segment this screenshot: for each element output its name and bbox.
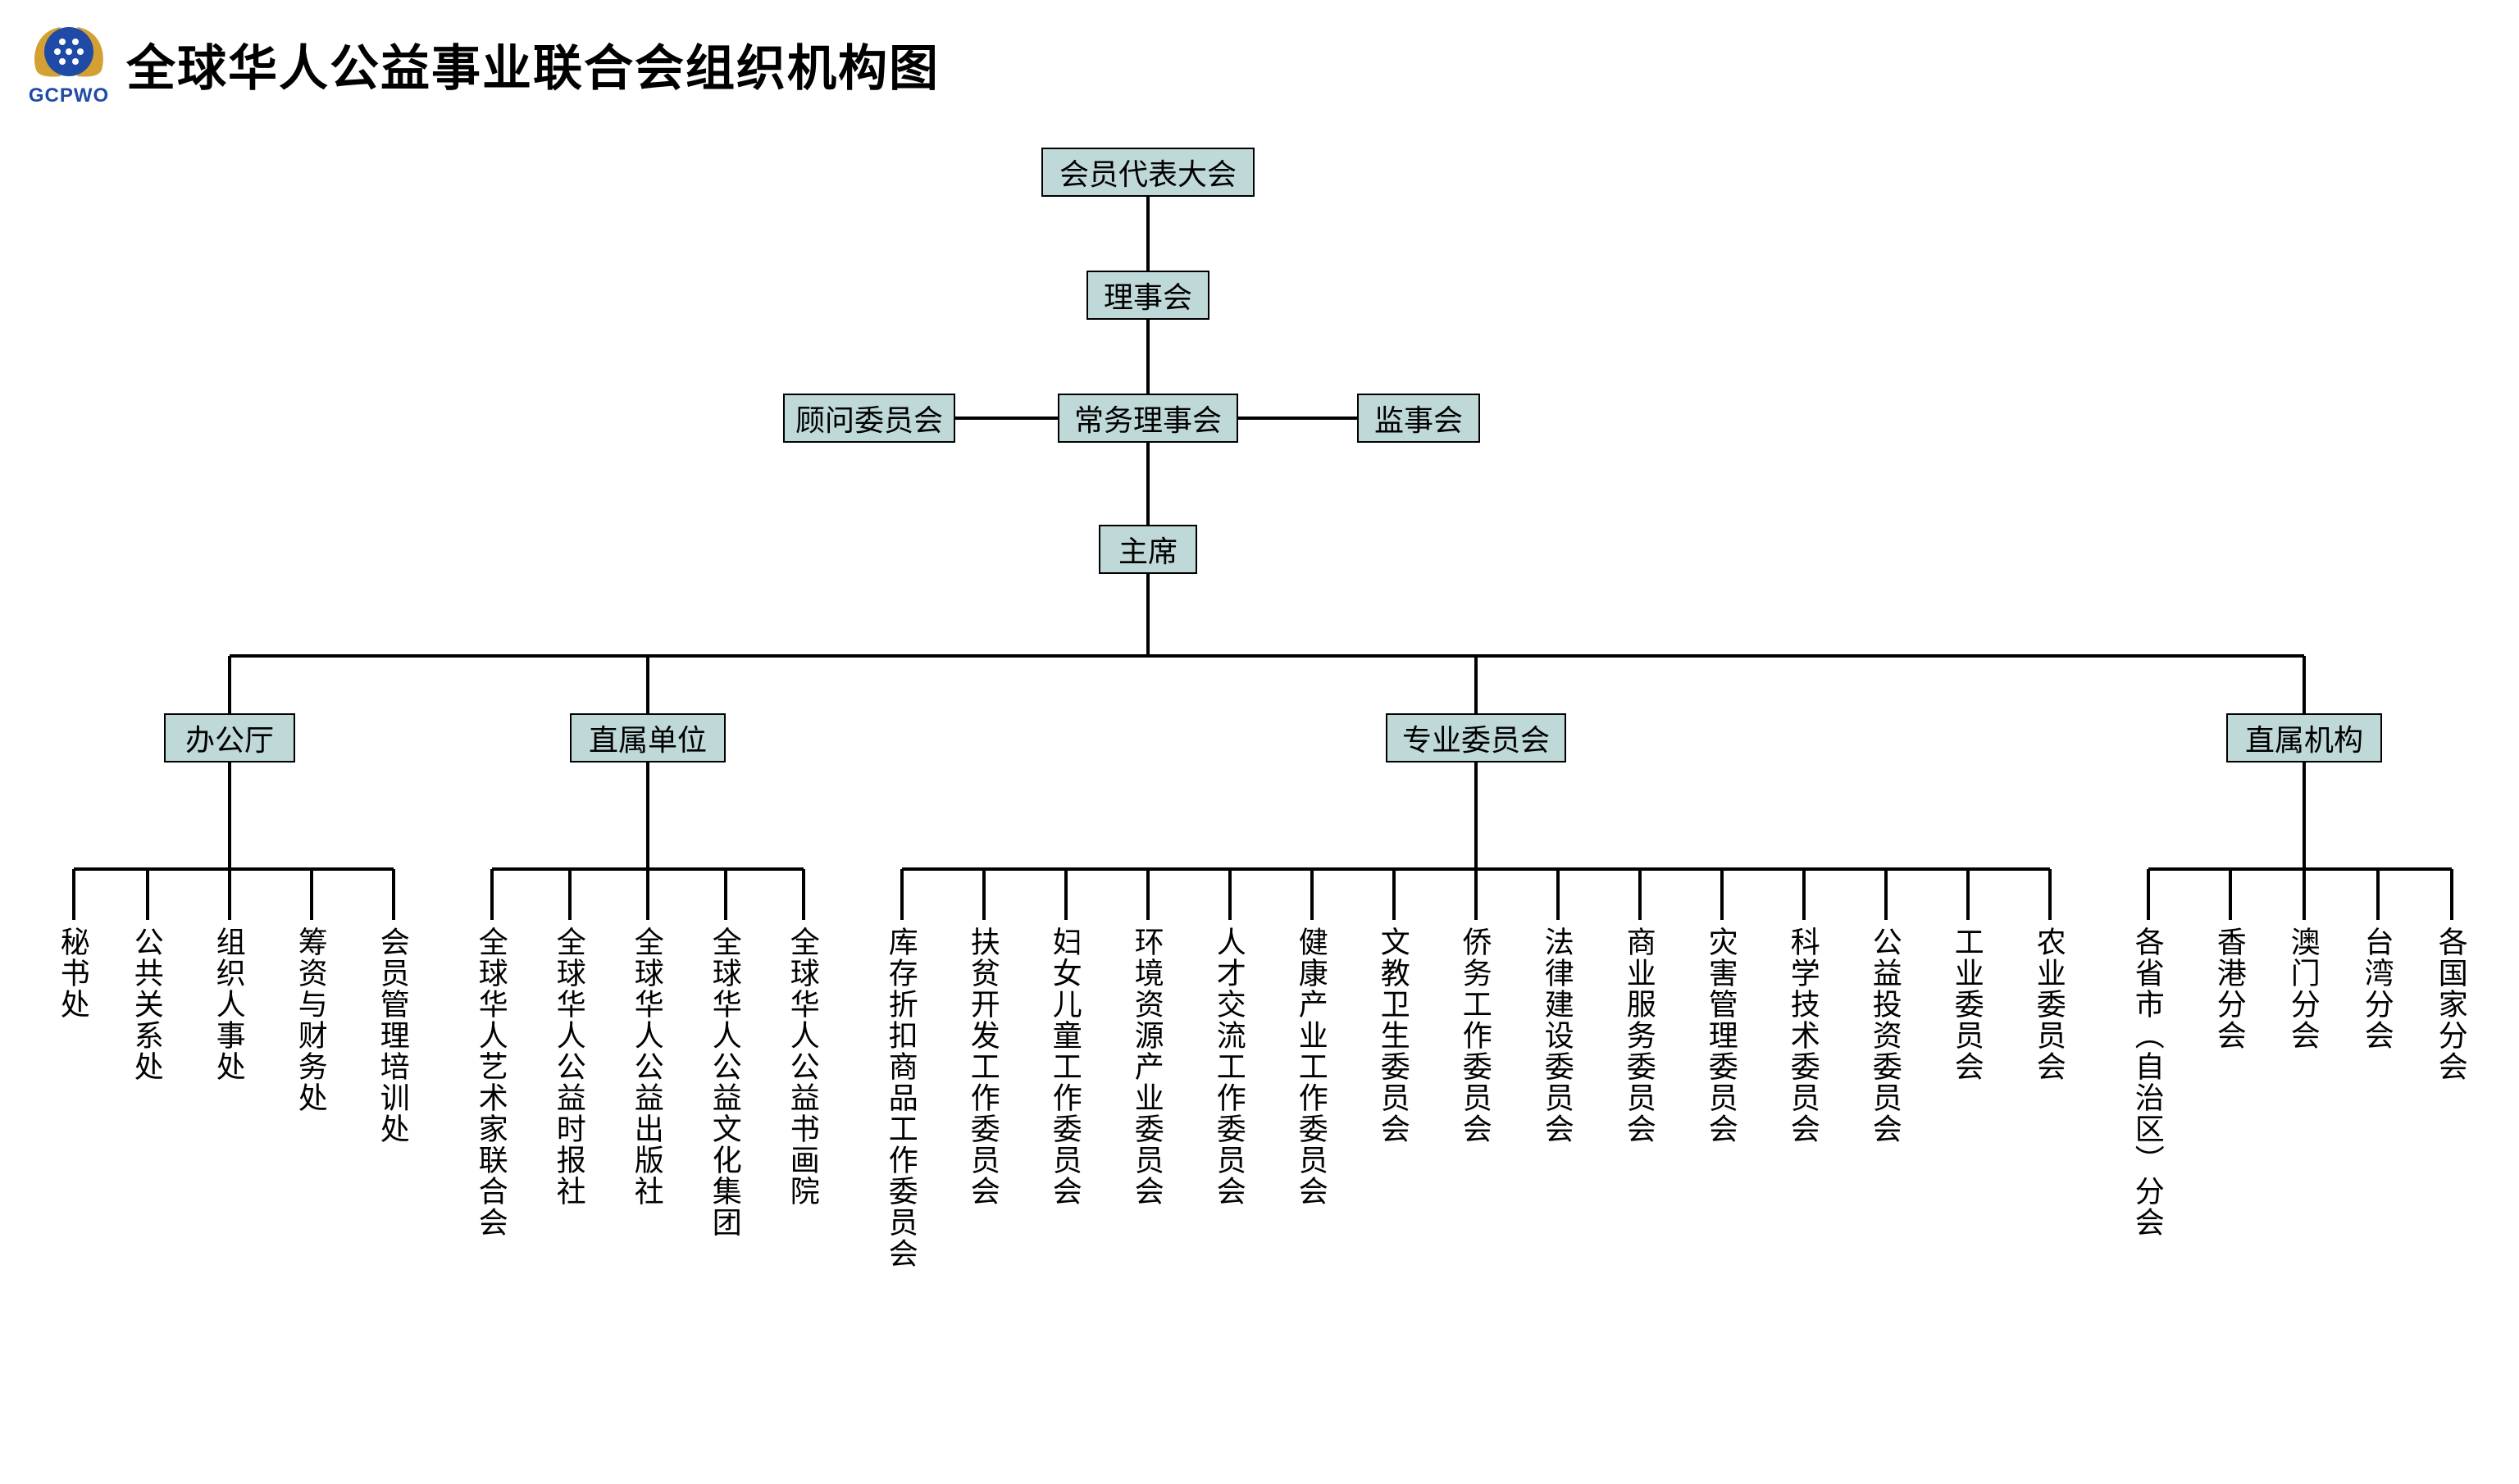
leaf-committees-12: 公益投资委员会 [1870,926,1901,1145]
leaf-units-1: 全球华人公益时报社 [553,926,585,1207]
leaf-committees-1: 扶贫开发工作委员会 [968,926,999,1207]
header: GCPWO 全球华人公益事业联合会组织机构图 [20,15,940,113]
leaf-office-0: 秘书处 [57,926,89,1020]
node-supervisor: 监事会 [1357,394,1480,443]
connector-lines [0,0,2519,1484]
leaf-committees-3: 环境资源产业委员会 [1132,926,1163,1207]
leaf-office-1: 公共关系处 [131,926,162,1082]
node-units: 直属单位 [570,713,726,762]
page-title: 全球华人公益事业联合会组织机构图 [126,29,940,100]
node-advisory: 顾问委员会 [783,394,955,443]
leaf-committees-9: 商业服务委员会 [1624,926,1655,1145]
leaf-orgs-3: 台湾分会 [2362,926,2393,1051]
leaf-orgs-4: 各国家分会 [2435,926,2467,1082]
leaf-orgs-1: 香港分会 [2214,926,2245,1051]
leaf-units-4: 全球华人公益书画院 [787,926,818,1207]
leaf-orgs-2: 澳门分会 [2288,926,2319,1051]
logo-acronym: GCPWO [29,84,109,107]
leaf-committees-0: 库存折扣商品工作委员会 [886,926,917,1269]
leaf-committees-10: 灾害管理委员会 [1706,926,1737,1145]
node-office: 办公厅 [164,713,295,762]
node-standing: 常务理事会 [1058,394,1238,443]
leaf-committees-8: 法律建设委员会 [1542,926,1573,1145]
leaf-committees-13: 工业委员会 [1952,926,1983,1082]
leaf-committees-4: 人才交流工作委员会 [1214,926,1245,1207]
node-congress: 会员代表大会 [1041,148,1255,197]
leaf-office-2: 组织人事处 [213,926,244,1082]
org-chart-canvas: GCPWO 全球华人公益事业联合会组织机构图 会员代表大会理事会常务理事会主席 顾… [0,0,2519,1484]
leaf-units-0: 全球华人艺术家联合会 [476,926,507,1238]
leaf-office-4: 会员管理培训处 [377,926,408,1145]
leaf-units-3: 全球华人公益文化集团 [709,926,740,1238]
leaf-committees-14: 农业委员会 [2034,926,2065,1082]
logo-icon [30,20,108,84]
leaf-committees-7: 侨务工作委员会 [1460,926,1491,1145]
leaf-units-2: 全球华人公益出版社 [631,926,663,1207]
leaf-office-3: 筹资与财务处 [295,926,326,1113]
leaf-committees-11: 科学技术委员会 [1788,926,1819,1145]
node-orgs: 直属机构 [2226,713,2382,762]
leaf-committees-5: 健康产业工作委员会 [1296,926,1327,1207]
logo: GCPWO [20,15,118,113]
leaf-committees-6: 文教卫生委员会 [1378,926,1409,1145]
node-committees: 专业委员会 [1386,713,1566,762]
leaf-committees-2: 妇女儿童工作委员会 [1050,926,1081,1207]
leaf-orgs-0: 各省市（自治区）分会 [2132,926,2163,1238]
node-council: 理事会 [1086,271,1209,320]
node-chair: 主席 [1099,525,1197,574]
